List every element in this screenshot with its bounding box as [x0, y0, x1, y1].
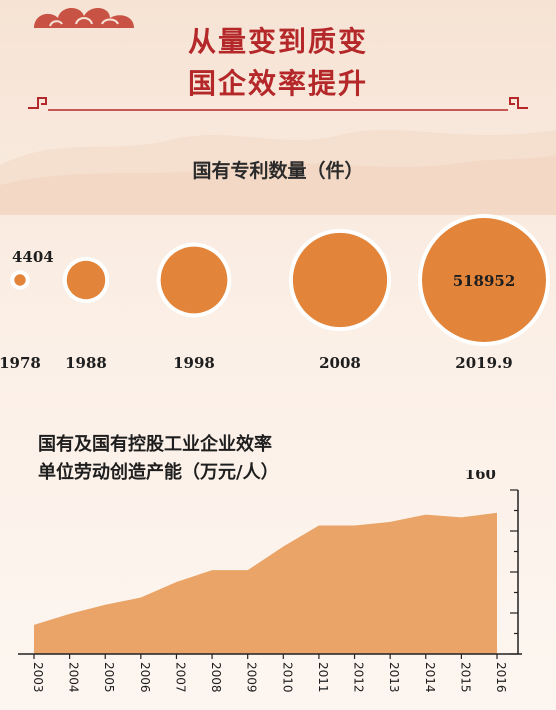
efficiency-chart-title-line1: 国有及国有控股工业企业效率	[38, 434, 272, 455]
bubble-2008	[292, 232, 388, 328]
patent-chart-title: 国有专利数量（件）	[192, 160, 364, 182]
bubble-value-label: 518952	[453, 272, 516, 290]
x-tick-label: 2008	[209, 662, 223, 693]
x-tick-label: 2011	[316, 662, 330, 693]
mountain-background	[0, 130, 556, 215]
fret-divider	[28, 97, 528, 111]
bubble-year-label: 2008	[319, 354, 361, 372]
bubble-year-label: 2019.9	[455, 354, 512, 372]
efficiency-area-chart: 2003 2004 2005 2006 2007 2008 2009 2010 2011 2012…	[18, 470, 522, 693]
efficiency-area	[34, 512, 497, 654]
bubble-year-label: 1998	[173, 354, 215, 372]
page-title-line1: 从量变到质变	[187, 25, 368, 58]
x-tick-label: 2003	[31, 662, 45, 693]
x-tick-label: 2004	[67, 662, 81, 693]
x-tick-label: 2016	[494, 662, 508, 693]
max-value-label: 160	[465, 470, 496, 483]
x-tick-label: 2007	[173, 662, 187, 693]
page-title-line2: 国企效率提升	[187, 67, 368, 100]
bubble-year-label: 1988	[65, 354, 107, 372]
bubble-value-label: 4404	[12, 248, 54, 266]
bubble-1978	[14, 274, 26, 286]
bubble-year-label: 1978	[0, 354, 41, 372]
x-tick-label: 2013	[387, 662, 401, 693]
bubble-1998	[160, 246, 228, 314]
x-tick-label: 2010	[280, 662, 294, 693]
bubble-1988	[66, 260, 106, 300]
x-tick-label: 2012	[352, 662, 366, 693]
efficiency-chart-title-line2: 单位劳动创造产能（万元/人）	[38, 462, 279, 483]
x-tick-label: 2009	[245, 662, 259, 693]
bubble-2019.9	[422, 218, 546, 342]
patent-bubble-chart: 1978 4404 1988 1998 2008 2019.9 518952	[0, 214, 550, 372]
auspicious-cloud-icon	[34, 7, 134, 28]
x-tick-label: 2015	[458, 662, 472, 693]
x-tick-label: 2014	[423, 662, 437, 693]
x-tick-label: 2006	[138, 662, 152, 693]
x-tick-label: 2005	[102, 662, 116, 693]
